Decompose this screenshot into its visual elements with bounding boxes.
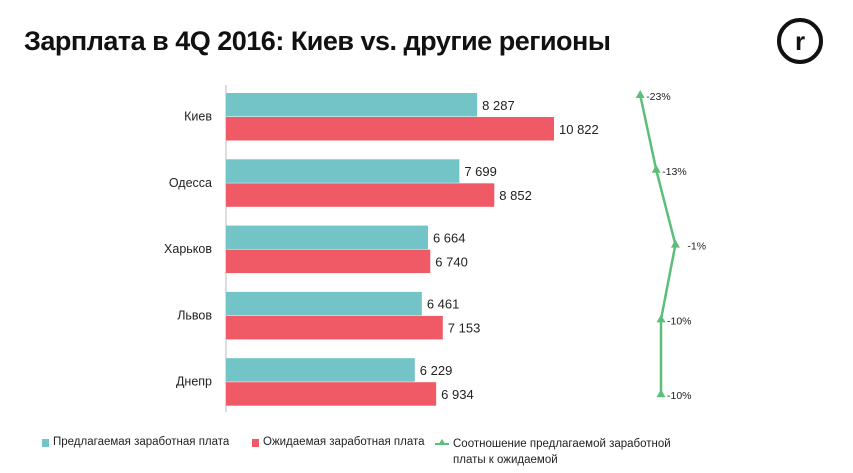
data-label: 6 740	[435, 254, 468, 269]
legend-swatch-expected	[252, 439, 259, 447]
legend-label-ratio: Соотношение предлагаемой заработной платы…	[453, 438, 671, 466]
category-label: Одесса	[169, 176, 212, 190]
category-label: Киев	[184, 110, 212, 124]
legend-swatch-offered	[42, 439, 49, 447]
bar-expected	[226, 249, 431, 274]
ratio-label: -23%	[646, 91, 671, 103]
bar-offered	[226, 225, 428, 250]
ratio-label: -10%	[667, 315, 692, 327]
legend-offered: Предлагаемая заработная плата	[42, 436, 229, 448]
ratio-line	[638, 94, 677, 395]
ratio-point	[651, 164, 661, 173]
ratio-point	[670, 239, 680, 248]
logo: r	[777, 18, 823, 64]
bar-offered	[226, 358, 415, 382]
bar-expected	[226, 315, 443, 340]
data-label: 6 664	[433, 230, 466, 245]
legend-label-expected: Ожидаемая заработная плата	[263, 436, 425, 448]
ratio-point	[656, 389, 666, 398]
chart-title: Зарплата в 4Q 2016: Киев vs. другие реги…	[24, 26, 611, 56]
bar-offered	[226, 291, 422, 316]
data-label: 7 153	[448, 321, 481, 336]
category-label: Львов	[177, 308, 212, 322]
legend-label-offered: Предлагаемая заработная плата	[53, 436, 230, 448]
ratio-point	[635, 90, 645, 98]
ratio-point	[656, 314, 666, 323]
data-label: 6 934	[441, 387, 474, 402]
data-label: 10 822	[559, 122, 599, 137]
data-label: 6 461	[427, 297, 460, 312]
bar-offered	[226, 159, 460, 183]
category-label: Днепр	[176, 375, 212, 389]
bar-expected	[226, 382, 437, 406]
svg-text:r: r	[795, 26, 805, 56]
ratio-label: -10%	[667, 390, 692, 402]
category-label: Харьков	[164, 242, 212, 256]
legend-line-triangle-icon	[435, 439, 449, 445]
data-label: 8 287	[482, 98, 515, 113]
legend-ratio: Соотношение предлагаемой заработной платы…	[435, 436, 671, 468]
bar-expected	[226, 117, 554, 141]
bar-offered	[226, 93, 478, 117]
data-label: 8 852	[499, 188, 532, 203]
bar-expected	[226, 183, 495, 207]
ratio-label: -1%	[687, 241, 706, 253]
ratio-label: -13%	[662, 166, 687, 178]
data-label: 6 229	[420, 363, 453, 378]
data-label: 7 699	[464, 164, 497, 179]
legend-expected: Ожидаемая заработная плата	[252, 436, 425, 448]
